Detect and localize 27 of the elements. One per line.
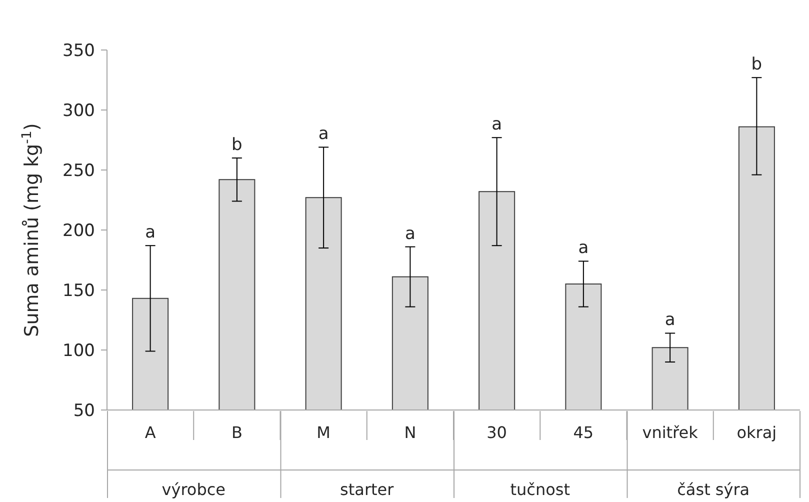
annotation: a — [664, 310, 676, 330]
x-tick-label: okraj — [736, 423, 777, 442]
annotation: a — [578, 238, 589, 258]
x-tick-label: 30 — [486, 423, 507, 442]
y-tick-label: 50 — [73, 400, 95, 421]
text: starter — [340, 480, 394, 499]
y-tick-label: 100 — [62, 340, 95, 361]
y-tick-label: 350 — [62, 40, 95, 61]
annotation: a — [404, 224, 416, 244]
x-tick-label: B — [231, 423, 242, 442]
x-tick-label: A — [144, 423, 156, 442]
text: tučnost — [510, 480, 570, 499]
annotation: b — [751, 54, 762, 75]
y-tick-label: 150 — [62, 280, 95, 301]
annotation: b — [232, 135, 242, 155]
y-tick-label: 300 — [62, 100, 95, 121]
text: část sýra — [677, 480, 750, 499]
x-tick-label: 45 — [573, 423, 594, 442]
text: výrobce — [162, 480, 226, 499]
y-tick-label: 250 — [62, 160, 95, 181]
y-tick-label: 200 — [62, 220, 95, 241]
annotation: a — [145, 222, 156, 243]
annotation: a — [492, 114, 502, 135]
x-tick-label: vnitřek — [642, 423, 699, 442]
x-tick-label: N — [404, 423, 416, 442]
annotation: a — [318, 124, 329, 144]
x-tick-label: M — [316, 423, 330, 442]
